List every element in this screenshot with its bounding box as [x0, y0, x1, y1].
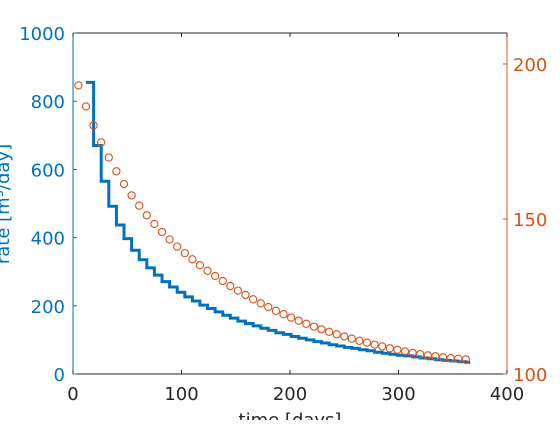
- right-series-marker: [271, 306, 281, 315]
- right-series-marker: [150, 219, 159, 229]
- right-series-marker: [157, 227, 167, 237]
- right-series-marker: [210, 271, 220, 281]
- right-series-marker: [89, 121, 98, 130]
- right-series-marker: [317, 325, 326, 334]
- right-series-marker: [188, 255, 197, 264]
- right-series-marker: [362, 338, 372, 347]
- right-series-marker: [241, 290, 250, 300]
- right-series-marker: [218, 276, 227, 286]
- right-series-marker: [233, 286, 243, 295]
- right-series-marker: [416, 350, 425, 359]
- x-tick-label: 100: [164, 384, 198, 405]
- right-series-marker: [324, 327, 334, 336]
- right-series-marker: [173, 242, 182, 251]
- right-series-marker: [180, 248, 189, 258]
- y-left-tick-label: 800: [31, 92, 65, 113]
- right-series-marker: [408, 348, 417, 358]
- right-series-marker: [165, 235, 174, 244]
- y-left-tick-label: 600: [31, 160, 65, 181]
- x-axis-label: time [days]: [239, 410, 342, 420]
- right-series-marker: [279, 310, 288, 319]
- right-series-marker: [302, 319, 311, 328]
- right-series-marker: [127, 191, 136, 200]
- rate-stairs-line: [86, 80, 471, 364]
- y-right-tick-label: 200: [513, 55, 547, 76]
- right-series-marker: [112, 167, 121, 176]
- right-series-marker: [135, 201, 144, 210]
- right-series-marker: [203, 266, 212, 275]
- y-axis-left-label: rate [m³/day]: [0, 144, 14, 264]
- right-series-marker: [309, 322, 319, 331]
- right-series-marker: [400, 347, 410, 356]
- right-series-marker: [81, 102, 91, 111]
- x-tick-label: 300: [381, 384, 415, 405]
- right-series-marker: [142, 211, 151, 220]
- right-series-marker: [264, 302, 273, 312]
- x-tick-label: 0: [67, 384, 78, 405]
- x-tick-label: 200: [273, 384, 307, 405]
- right-series-marker: [347, 334, 356, 343]
- y-left-tick-label: 1000: [19, 24, 65, 45]
- right-series-marker: [385, 344, 394, 353]
- y-left-tick-label: 0: [54, 365, 65, 386]
- right-series-group: [74, 81, 470, 364]
- ticks-group: 0 100 200 300 400 0 200 400 600 800 1000 100 150 200: [19, 24, 547, 405]
- y-right-tick-label: 100: [513, 365, 547, 386]
- right-series-marker: [461, 355, 470, 364]
- left-series-group: [86, 80, 471, 364]
- x-tick-label: 400: [490, 384, 524, 405]
- right-series-marker: [195, 261, 205, 270]
- right-series-marker: [256, 299, 265, 308]
- y-left-tick-label: 200: [31, 297, 65, 318]
- right-series-marker: [355, 336, 364, 345]
- right-series-marker: [332, 330, 341, 339]
- right-series-marker: [286, 313, 296, 322]
- right-series-marker: [393, 345, 402, 354]
- right-series-marker: [294, 316, 303, 325]
- y-right-tick-label: 150: [513, 210, 547, 231]
- axes-group: [72, 32, 508, 375]
- right-series-marker: [119, 179, 129, 189]
- y-left-tick-label: 400: [31, 229, 65, 250]
- right-series-marker: [226, 281, 235, 291]
- right-series-marker: [370, 340, 379, 349]
- right-series-marker: [97, 138, 106, 147]
- right-series-marker: [340, 332, 349, 341]
- right-series-marker: [248, 295, 258, 304]
- right-series-marker: [74, 81, 83, 90]
- right-series-marker: [104, 153, 113, 162]
- right-series-marker: [378, 342, 387, 351]
